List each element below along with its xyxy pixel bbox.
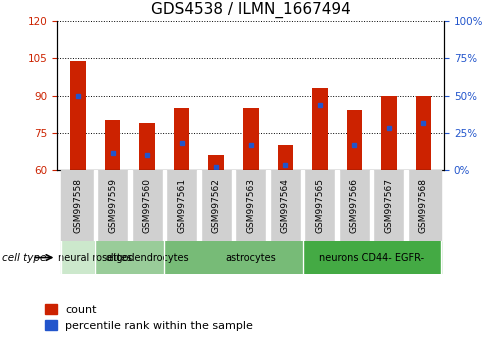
Title: GDS4538 / ILMN_1667494: GDS4538 / ILMN_1667494 [151, 2, 351, 18]
Bar [416, 96, 431, 170]
Bar [70, 61, 86, 170]
Text: GSM997565: GSM997565 [315, 178, 324, 233]
Text: GSM997567: GSM997567 [384, 178, 393, 233]
Bar [61, 170, 95, 241]
Bar [337, 170, 372, 241]
Bar [266, 170, 270, 241]
Bar [312, 88, 327, 170]
Text: oligodendrocytes: oligodendrocytes [105, 252, 189, 263]
Bar [105, 120, 120, 170]
Bar [130, 170, 165, 241]
Bar [268, 170, 302, 241]
Text: neural rosettes: neural rosettes [58, 252, 132, 263]
Bar [302, 241, 441, 274]
Text: GSM997560: GSM997560 [143, 178, 152, 233]
Bar [163, 170, 166, 241]
Text: GSM997559: GSM997559 [108, 178, 117, 233]
Text: GSM997566: GSM997566 [350, 178, 359, 233]
Bar [199, 170, 234, 241]
Bar [95, 170, 130, 241]
Bar [128, 170, 132, 241]
Bar [174, 108, 190, 170]
Bar [165, 241, 337, 274]
Bar [302, 170, 337, 241]
Bar [277, 145, 293, 170]
Bar [232, 170, 235, 241]
Bar [406, 170, 441, 241]
Text: astrocytes: astrocytes [226, 252, 276, 263]
Bar [94, 170, 97, 241]
Bar [301, 170, 304, 241]
Text: GSM997563: GSM997563 [246, 178, 255, 233]
Bar [139, 123, 155, 170]
Text: cell type: cell type [2, 252, 47, 263]
Bar [61, 241, 130, 274]
Text: GSM997562: GSM997562 [212, 178, 221, 233]
Bar [197, 170, 201, 241]
Text: GSM997568: GSM997568 [419, 178, 428, 233]
Bar [335, 170, 339, 241]
Bar [372, 170, 406, 241]
Bar [347, 110, 362, 170]
Bar [381, 96, 397, 170]
Bar [234, 170, 268, 241]
Text: neurons CD44- EGFR-: neurons CD44- EGFR- [319, 252, 424, 263]
Bar [243, 108, 258, 170]
Bar [370, 170, 373, 241]
Bar [165, 170, 199, 241]
Bar [95, 241, 199, 274]
Text: GSM997564: GSM997564 [281, 178, 290, 233]
Text: GSM997561: GSM997561 [177, 178, 186, 233]
Bar [404, 170, 408, 241]
Bar [209, 155, 224, 170]
Legend: count, percentile rank within the sample: count, percentile rank within the sample [45, 304, 253, 331]
Text: GSM997558: GSM997558 [73, 178, 83, 233]
